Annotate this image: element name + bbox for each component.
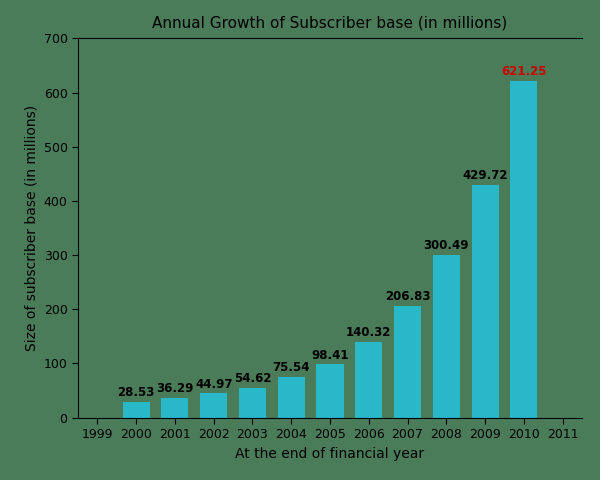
Y-axis label: Size of subscriber base (in millions): Size of subscriber base (in millions)	[24, 105, 38, 351]
Text: 36.29: 36.29	[156, 382, 194, 395]
Bar	[239, 388, 266, 418]
Text: 54.62: 54.62	[234, 372, 271, 385]
Bar	[394, 306, 421, 418]
Bar	[161, 398, 188, 418]
Bar	[278, 377, 305, 418]
Text: 44.97: 44.97	[195, 378, 232, 391]
Title: Annual Growth of Subscriber base (in millions): Annual Growth of Subscriber base (in mil…	[152, 15, 508, 30]
Text: 206.83: 206.83	[385, 290, 430, 303]
Text: 140.32: 140.32	[346, 326, 391, 339]
Bar	[433, 255, 460, 418]
Text: 75.54: 75.54	[272, 361, 310, 374]
Text: 429.72: 429.72	[463, 169, 508, 182]
Text: 300.49: 300.49	[424, 239, 469, 252]
Bar	[316, 364, 344, 418]
Bar	[510, 81, 538, 418]
X-axis label: At the end of financial year: At the end of financial year	[235, 446, 425, 461]
Text: 98.41: 98.41	[311, 348, 349, 361]
Text: 621.25: 621.25	[501, 65, 547, 78]
Bar	[200, 393, 227, 418]
Bar	[355, 342, 382, 418]
Text: 28.53: 28.53	[118, 386, 155, 399]
Bar	[122, 402, 150, 418]
Bar	[472, 185, 499, 418]
